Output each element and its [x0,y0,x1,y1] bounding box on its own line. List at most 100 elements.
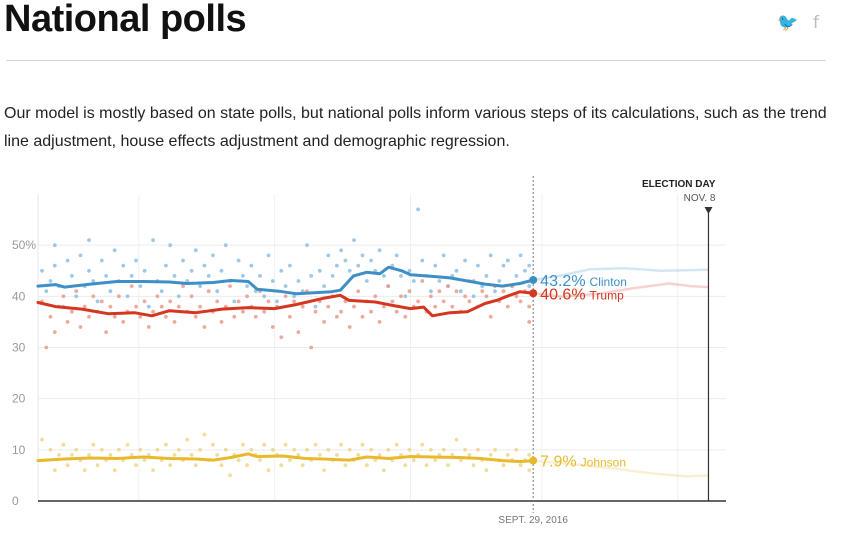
poll-dot [527,320,532,324]
poll-dot [429,289,433,294]
poll-dot [87,314,91,319]
poll-dot [185,437,190,442]
poll-dot [441,299,446,304]
y-tick-label: 40 [12,289,26,303]
poll-dot [236,458,241,462]
poll-dot [164,442,168,447]
poll-dot [480,289,485,294]
poll-dot [514,274,519,278]
poll-dot [347,447,352,452]
poll-dot [155,447,160,452]
poll-dot [61,442,66,447]
poll-dot [270,325,275,329]
poll-dot [181,284,185,288]
poll-dot [74,294,79,299]
poll-dot [121,263,126,268]
poll-dot [142,268,147,273]
poll-dot [134,463,138,468]
poll-dot [193,248,198,253]
page-title: National polls [4,0,247,40]
poll-dot [52,243,57,248]
poll-dot [356,453,361,457]
poll-dot [223,447,228,452]
poll-dot [296,279,301,283]
forecast-line-clinton [533,266,709,282]
poll-dot [377,453,382,457]
poll-dot [189,268,194,273]
y-tick-label: 30 [12,341,26,355]
poll-dot [142,458,147,462]
chart-grid [37,194,726,501]
twitter-icon[interactable]: 🐦 [777,13,799,33]
poll-dot [484,468,489,473]
poll-dot [232,299,237,304]
poll-dot [52,330,57,334]
poll-dot [112,468,117,473]
poll-dot [407,447,412,452]
poll-dot [40,437,44,442]
poll-dot [369,258,373,263]
current-dot-johnson [529,456,538,465]
poll-dot [241,442,245,447]
poll-dot [416,207,420,212]
poll-dot [403,294,408,299]
poll-dot [82,468,87,473]
poll-dot [134,304,138,309]
poll-dot [467,299,472,304]
poll-dot [386,447,391,452]
poll-dot [296,453,301,457]
trend-line-clinton [36,265,535,296]
poll-dot [450,304,455,309]
poll-dot [219,268,224,273]
poll-dot [99,299,104,304]
poll-dot [193,314,198,319]
poll-dot [463,294,467,299]
poll-dot [288,263,292,268]
poll-dot [176,294,181,299]
poll-dot [488,253,493,258]
poll-dot [394,309,399,314]
poll-dot [403,463,408,468]
facebook-icon[interactable]: f [813,13,819,33]
poll-dot [155,294,160,299]
poll-dot [377,320,382,324]
poll-dot [270,279,275,283]
poll-dot [360,442,365,447]
poll-dot [219,320,224,324]
poll-dot [394,253,399,258]
poll-dot [411,458,416,462]
poll-dot [283,284,288,288]
poll-dot [168,463,173,468]
poll-dot [433,458,438,462]
poll-dot [313,442,318,447]
poll-dot [211,253,215,258]
poll-dot [322,284,326,288]
poll-dot [309,345,314,350]
poll-dot [437,279,442,283]
poll-dot [458,289,463,294]
poll-dot [441,253,446,258]
poll-dot [420,442,425,447]
poll-dot [138,284,143,288]
trend-lines [36,265,535,464]
poll-dot [356,289,361,294]
poll-dot [74,447,79,452]
election-day-marker [704,207,713,214]
poll-dot [258,458,262,462]
poll-dot [424,463,429,468]
poll-dot [373,294,378,299]
y-tick-label: 20 [12,392,26,406]
poll-dot [407,268,412,273]
poll-dot [518,299,523,304]
poll-dot [266,253,271,258]
poll-dot [326,447,331,452]
poll-dot [52,263,57,268]
poll-dot [429,294,433,299]
poll-dot [514,447,519,452]
poll-dot [279,268,284,273]
poll-dot [364,279,369,283]
poll-dot [151,309,156,314]
poll-dot [283,442,288,447]
poll-dot [386,284,391,288]
